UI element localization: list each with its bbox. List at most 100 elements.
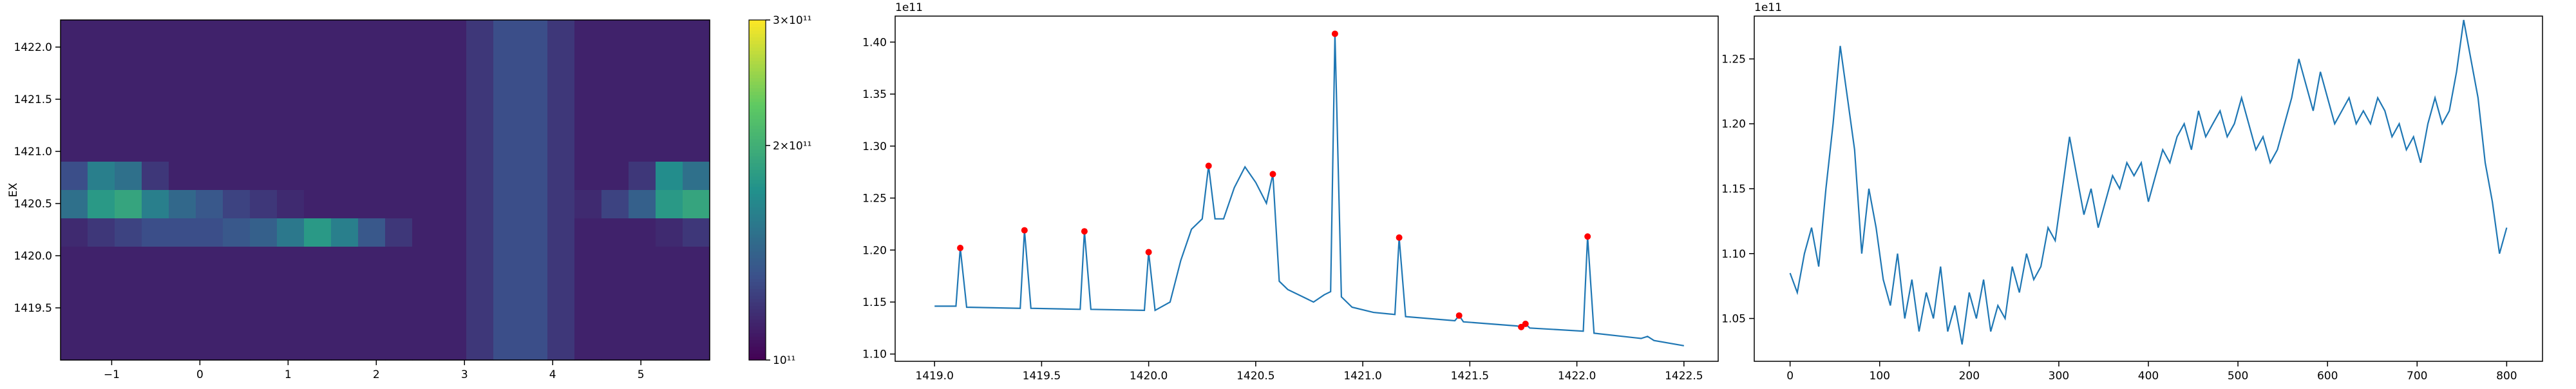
colorbar-segment [749,292,766,296]
heatmap-cell [250,48,278,77]
heatmap-cell [250,133,278,162]
heatmap-cell [142,48,169,77]
heatmap-cell [439,332,467,361]
colorbar-segment [749,237,766,242]
heatmap-cell [493,190,521,219]
heatmap-cell [115,48,142,77]
axes-frame [895,15,1719,362]
heatmap-cell [88,162,115,191]
colorbar-segment [749,67,766,71]
heatmap-cell [88,275,115,304]
heatmap-cell [331,218,359,247]
peak-marker [1269,171,1276,178]
heatmap-cell [683,190,710,219]
heatmap-cell [656,303,683,332]
heatmap-cell [656,105,683,134]
heatmap-cell [61,105,88,134]
heatmap-cell [601,332,629,361]
y-tick-label: 1.20 [1721,118,1746,131]
colorbar-segment [749,40,766,44]
heatmap-cell [520,133,548,162]
heatmap-cell [385,105,413,134]
heatmap-cell [466,48,494,77]
colorbar-segment [749,30,766,34]
heatmap-cell [520,275,548,304]
heatmap-cell [439,77,467,106]
colorbar-segment [749,346,766,350]
colorbar-segment [749,64,766,68]
colorbar-segment [749,271,766,276]
heatmap-cell [385,275,413,304]
heatmap-cell [61,247,88,276]
colorbar-segment [749,180,766,184]
heatmap-cell [196,77,223,106]
heatmap-cell [439,162,467,191]
colorbar-segment [749,350,766,354]
heatmap-cell [466,162,494,191]
x-tick-label: 1421.5 [1451,370,1489,383]
colorbar-segment [749,98,766,102]
heatmap-cell [304,332,332,361]
colorbar-segment [749,254,766,259]
heatmap-cell [466,133,494,162]
heatmap-cell [683,77,710,106]
x-tick-label: 400 [2138,370,2159,383]
heatmap-cell [358,77,386,106]
heatmap-cell [88,218,115,247]
colorbar-segment [749,302,766,307]
y-tick-label: 1.05 [1721,313,1746,326]
heatmap-cell [88,77,115,106]
heatmap-cell [439,105,467,134]
colorbar-segment [749,105,766,109]
heatmap-cell [656,190,683,219]
heatmap-cell [277,303,305,332]
heatmap-cell [304,77,332,106]
heatmap-cell [656,218,683,247]
heatmap-cell [601,105,629,134]
heatmap-cell [331,105,359,134]
colorbar-segment [749,132,766,137]
heatmap-cell [412,48,440,77]
heatmap-cell [358,218,386,247]
heatmap-cell [196,162,223,191]
heatmap-cell [358,332,386,361]
heatmap-cell [223,303,251,332]
x-tick-label: 800 [2496,370,2517,383]
heatmap-cell [493,162,521,191]
y-tick-label: 1420.0 [14,250,52,263]
heatmap-cell [412,218,440,247]
colorbar-segment [749,278,766,283]
colorbar-segment [749,308,766,313]
heatmap-cell [223,190,251,219]
heatmap-cell [358,247,386,276]
colorbar-segment [749,312,766,316]
colorbar-segment [749,210,766,214]
colorbar-segment [749,234,766,238]
heatmap-cell [331,275,359,304]
colorbar-segment [749,162,766,167]
heatmap-cell [142,190,169,219]
colorbar-segment [749,285,766,289]
colorbar-tick-label: 3×10¹¹ [773,14,811,27]
heatmap-cell [629,303,656,332]
data-line [934,33,1684,346]
heatmap-cell [223,105,251,134]
heatmap-cell [412,332,440,361]
heatmap-cell [466,332,494,361]
heatmap-cell [223,218,251,247]
heatmap-cell [683,218,710,247]
heatmap-cell [385,190,413,219]
heatmap-cell [683,162,710,191]
heatmap-cell [547,275,575,304]
heatmap-cell [250,190,278,219]
x-tick-label: 1 [285,368,292,381]
heatmap-cell [304,303,332,332]
axes-frame [60,19,710,361]
colorbar-segment [749,265,766,269]
heatmap-cell [574,218,602,247]
colorbar-segment [749,200,766,204]
y-tick-label: 1420.5 [14,198,52,211]
heatmap-cell [574,20,602,49]
heatmap-cell [142,77,169,106]
colorbar-segment [749,343,766,347]
